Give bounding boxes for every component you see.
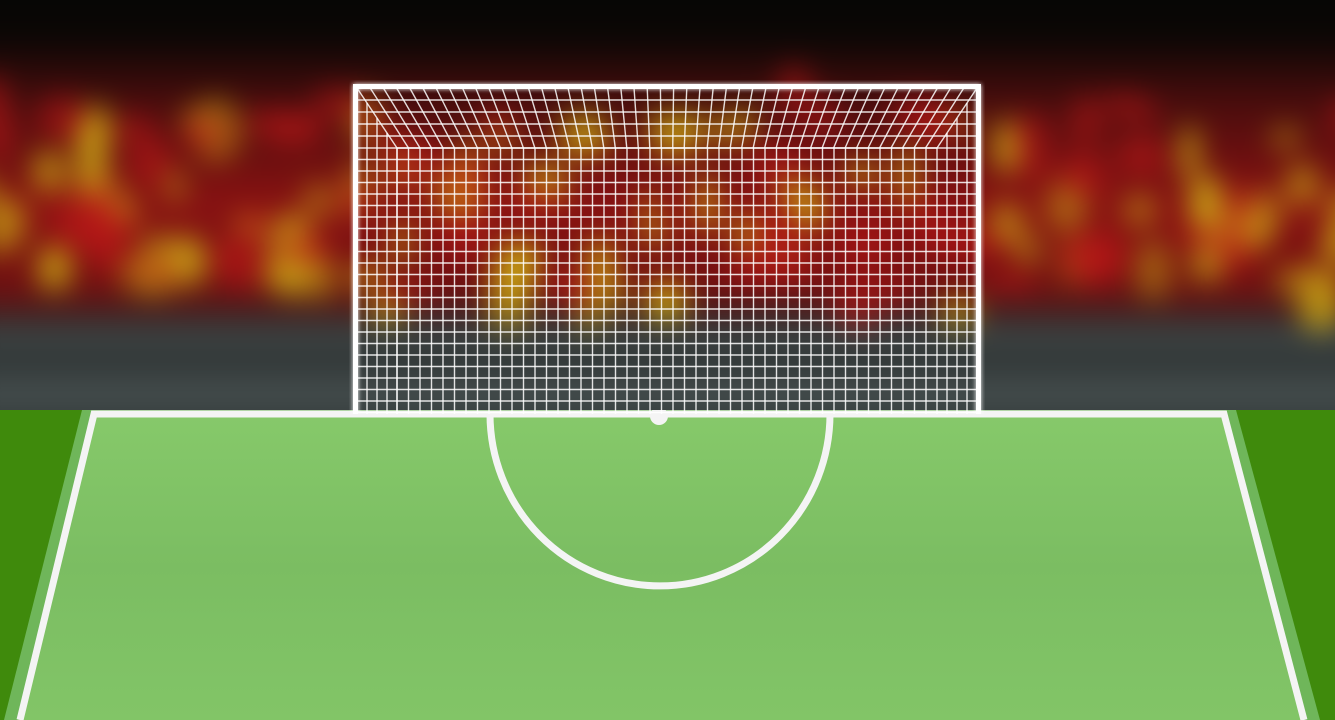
pitch <box>0 410 1335 720</box>
goal-net[interactable] <box>356 87 978 414</box>
penalty-arc <box>486 413 834 590</box>
crowd-stands <box>0 0 1335 412</box>
goal[interactable] <box>349 80 985 414</box>
goal-frame <box>353 84 981 414</box>
penalty-area-grass <box>18 414 1304 720</box>
penalty-spot[interactable] <box>650 410 668 425</box>
stadium-background <box>0 0 1335 412</box>
